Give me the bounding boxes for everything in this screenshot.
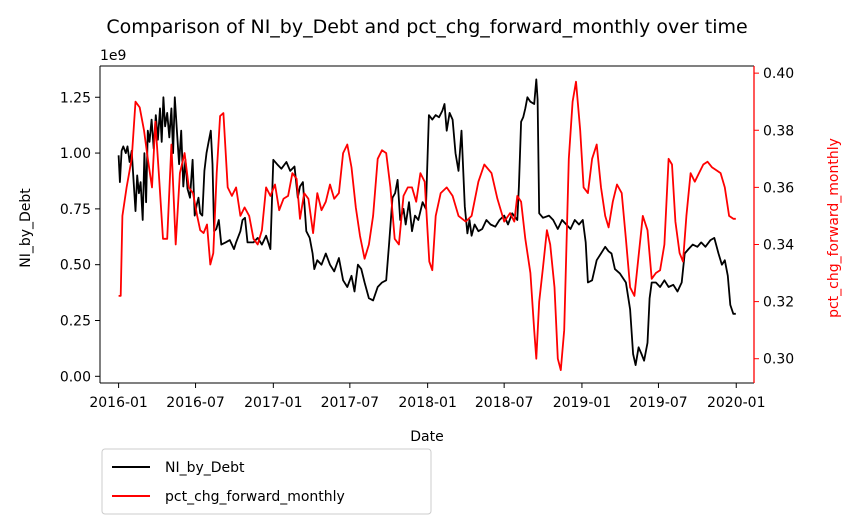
axes-frame [99,65,755,384]
left-y-tick-label: 0.00 [60,369,91,385]
legend-label-pct-chg-forward-monthly: pct_chg_forward_monthly [165,489,345,505]
right-y-tick-label: 0.36 [763,180,794,196]
x-tick-label: 2020-01 [707,395,766,411]
legend: NI_by_Debt pct_chg_forward_monthly [101,448,432,515]
legend-label-ni-by-debt: NI_by_Debt [165,460,245,476]
left-y-tick-label: 1.25 [60,90,91,106]
right-y-tick-label: 0.34 [763,237,794,253]
left-y-tick-label: 0.25 [60,313,91,329]
left-y-tick-label: 1.00 [60,146,91,162]
series-line-1 [118,80,736,371]
left-y-axis-ticks: 0.00 0.25 0.50 0.75 1.00 1.25 [60,90,100,385]
x-axis-label: Date [410,429,443,445]
series-line-0 [117,78,736,366]
right-y-axis-label: pct_chg_forward_monthly [826,138,842,318]
x-tick-label: 2019-01 [553,395,612,411]
chart-title: Comparison of NI_by_Debt and pct_chg_for… [106,16,747,38]
series-layer [117,78,736,371]
right-y-tick-label: 0.38 [763,123,794,139]
x-tick-label: 2018-07 [475,395,534,411]
right-y-tick-label: 0.30 [763,352,794,368]
left-y-tick-label: 0.50 [60,258,91,274]
left-axis-scale-label: 1e9 [100,48,126,64]
right-y-axis-ticks: 0.30 0.32 0.34 0.36 0.38 0.40 [754,66,794,368]
right-y-tick-label: 0.32 [763,295,794,311]
x-tick-label: 2017-07 [321,395,380,411]
x-axis-ticks: 2016-01 2016-07 2017-01 2017-07 2018-01 2018-… [89,383,765,411]
left-y-axis-label: NI_by_Debt [18,188,34,268]
x-tick-label: 2019-07 [629,395,688,411]
left-y-tick-label: 0.75 [60,202,91,218]
x-tick-label: 2018-01 [398,395,457,411]
right-y-tick-label: 0.40 [763,66,794,82]
x-tick-label: 2017-01 [244,395,303,411]
x-tick-label: 2016-01 [89,395,148,411]
x-tick-label: 2016-07 [166,395,225,411]
legend-box [101,448,432,515]
